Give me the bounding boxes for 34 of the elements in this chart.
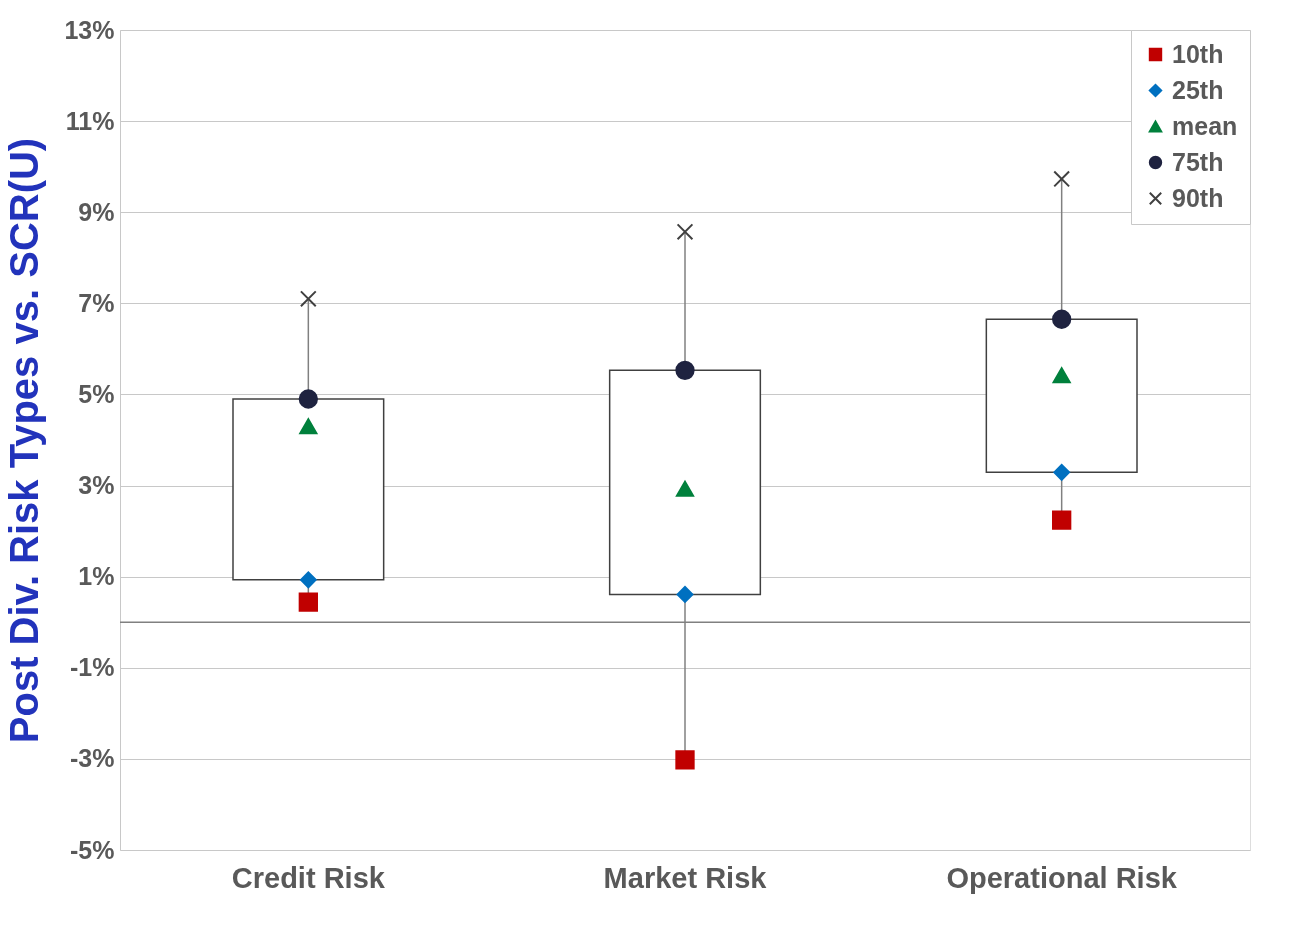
x-tick-label: Market Risk bbox=[603, 861, 768, 894]
x-tick-label: Operational Risk bbox=[946, 861, 1178, 894]
legend-label: 75th bbox=[1172, 147, 1224, 176]
point bbox=[299, 290, 317, 308]
point bbox=[1052, 510, 1072, 530]
point bbox=[675, 360, 695, 380]
y-axis-title: Post Div. Risk Types vs. SCR(U) bbox=[2, 137, 47, 744]
y-tick-label: -5% bbox=[70, 835, 115, 864]
point bbox=[298, 592, 318, 612]
y-tick-label: 1% bbox=[78, 562, 115, 591]
y-tick-label: 11% bbox=[65, 106, 115, 135]
y-tick-label: 7% bbox=[78, 288, 115, 317]
point bbox=[299, 418, 318, 435]
point bbox=[675, 750, 695, 770]
legend-label: 25th bbox=[1172, 75, 1224, 104]
legend-label: 90th bbox=[1172, 183, 1224, 212]
point bbox=[1053, 170, 1071, 188]
point bbox=[299, 571, 317, 589]
x-tick-label: Credit Risk bbox=[231, 861, 386, 894]
point bbox=[676, 586, 694, 603]
legend-label: 10th bbox=[1172, 39, 1224, 68]
point bbox=[1052, 309, 1072, 329]
point bbox=[675, 480, 695, 497]
point bbox=[1053, 463, 1071, 481]
y-tick-label: 9% bbox=[78, 197, 115, 226]
point bbox=[676, 223, 694, 241]
y-tick-label: 13% bbox=[64, 15, 115, 44]
y-tick-label: 3% bbox=[78, 471, 115, 500]
y-tick-label: -3% bbox=[70, 744, 115, 773]
point bbox=[298, 389, 318, 409]
y-tick-label: 5% bbox=[78, 379, 115, 408]
y-tick-label: -1% bbox=[70, 653, 115, 682]
point bbox=[1052, 367, 1071, 384]
legend-label: mean bbox=[1172, 111, 1238, 140]
